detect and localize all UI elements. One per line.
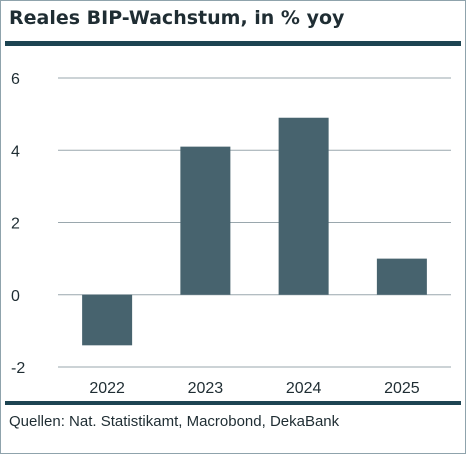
bars xyxy=(82,117,427,346)
x-tick-label: 2023 xyxy=(188,380,224,397)
y-tick-label: -2 xyxy=(11,360,25,377)
y-axis-ticks: -2 0 2 4 6 xyxy=(11,71,25,377)
y-tick-label: 6 xyxy=(11,71,20,88)
bar-2023 xyxy=(180,146,231,295)
y-tick-label: 4 xyxy=(11,143,20,160)
x-tick-label: 2025 xyxy=(384,380,420,397)
source-rule xyxy=(5,401,461,405)
x-axis-ticks: 2022 2023 2024 2025 xyxy=(89,380,419,397)
bar-chart: -2 0 2 4 6 2022 2023 2024 2025 xyxy=(11,71,451,397)
chart-title: Reales BIP-Wachstum, in % yoy xyxy=(9,7,345,29)
y-tick-label: 0 xyxy=(11,288,20,305)
bar-2025 xyxy=(376,258,427,295)
x-tick-label: 2024 xyxy=(286,380,322,397)
bar-2022 xyxy=(82,294,133,346)
x-tick-label: 2022 xyxy=(89,380,125,397)
title-rule xyxy=(5,41,461,46)
y-tick-label: 2 xyxy=(11,216,20,233)
bar-2024 xyxy=(278,117,329,295)
source-note: Quellen: Nat. Statistikamt, Macrobond, D… xyxy=(9,413,340,430)
